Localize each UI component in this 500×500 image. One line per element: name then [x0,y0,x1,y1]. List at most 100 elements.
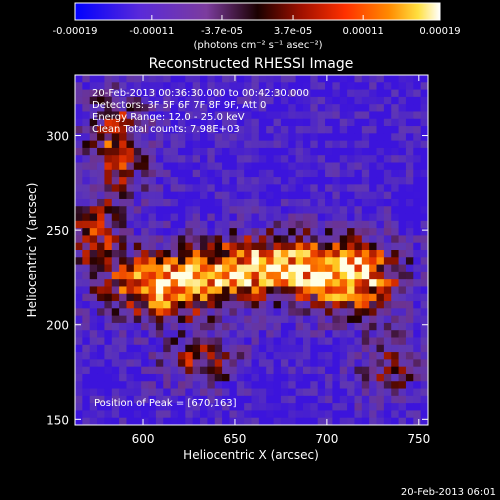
map-pixel [383,301,392,309]
map-pixel [163,264,172,273]
map-pixel [347,264,356,273]
map-pixel [82,198,91,207]
map-pixel [317,410,326,419]
map-pixel [391,155,400,164]
map-pixel [376,337,385,346]
map-pixel [214,96,223,105]
map-pixel [104,191,113,200]
map-pixel [133,96,142,105]
map-pixel [258,206,267,215]
map-pixel [111,126,120,134]
map-pixel [214,330,223,339]
map-pixel [413,373,422,382]
map-pixel [170,410,179,419]
map-pixel [258,191,267,200]
map-pixel [104,286,113,295]
map-pixel [280,352,289,360]
map-pixel [258,352,267,360]
map-pixel [222,279,231,288]
map-pixel [420,213,428,222]
map-pixel [155,373,164,382]
map-pixel [310,373,319,382]
map-pixel [258,235,267,244]
map-pixel [229,198,238,207]
map-pixel [89,118,98,127]
map-pixel [229,322,238,331]
map-pixel [391,184,400,193]
map-pixel [75,220,83,229]
map-pixel [288,417,297,425]
map-pixel [302,133,311,142]
map-pixel [170,388,179,397]
map-pixel [398,206,407,215]
map-pixel [280,82,289,91]
map-pixel [273,198,282,207]
map-pixel [398,147,407,156]
map-pixel [126,96,135,105]
map-pixel [376,410,385,419]
map-pixel [376,184,385,193]
map-pixel [391,104,400,113]
colorbar-units: (photons cm⁻² s⁻¹ asec⁻²) [193,40,322,51]
map-pixel [317,133,326,142]
map-pixel [391,213,400,222]
map-pixel [177,352,186,360]
map-pixel [229,359,238,368]
map-pixel [302,126,311,134]
map-pixel [376,75,385,83]
map-pixel [126,118,135,127]
map-pixel [398,301,407,309]
map-pixel [273,162,282,171]
map-pixel [82,75,91,83]
map-pixel [295,206,304,215]
map-pixel [119,395,128,404]
map-pixel [376,177,385,185]
map-pixel [391,373,400,382]
map-pixel [383,198,392,207]
map-pixel [104,293,113,302]
map-pixel [258,322,267,331]
map-pixel [163,228,172,237]
map-pixel [207,344,216,353]
map-pixel [251,235,260,244]
map-pixel [244,271,253,280]
map-pixel [361,308,370,317]
map-pixel [383,344,392,353]
map-pixel [89,315,98,324]
map-pixel [317,235,326,244]
map-pixel [339,271,348,280]
map-pixel [185,235,194,244]
map-pixel [214,82,223,91]
map-pixel [347,286,356,295]
map-pixel [170,213,179,222]
map-pixel [192,206,201,215]
map-pixel [141,344,150,353]
map-pixel [111,111,120,120]
map-pixel [177,111,186,120]
map-pixel [214,111,223,120]
map-pixel [170,177,179,185]
map-pixel [420,410,428,419]
map-pixel [405,169,414,178]
map-pixel [376,330,385,339]
map-pixel [369,75,378,83]
map-pixel [192,213,201,222]
map-pixel [302,220,311,229]
map-pixel [354,220,363,229]
map-pixel [119,381,128,390]
map-pixel [155,126,164,134]
map-pixel [244,330,253,339]
map-pixel [185,242,194,251]
map-pixel [361,373,370,382]
map-pixel [251,111,260,120]
map-pixel [185,388,194,397]
map-pixel [229,417,238,425]
map-pixel [200,403,208,412]
map-pixel [310,82,319,91]
map-pixel [398,169,407,178]
map-pixel [75,162,83,171]
map-pixel [163,322,172,331]
map-pixel [222,206,231,215]
map-pixel [354,111,363,120]
map-pixel [170,155,179,164]
